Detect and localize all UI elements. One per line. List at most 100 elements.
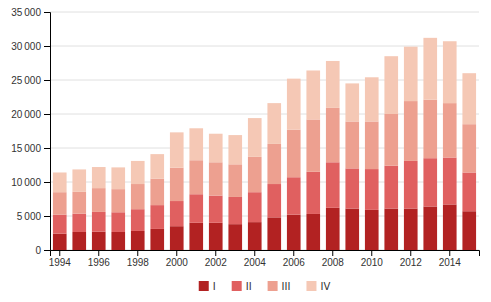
bar xyxy=(345,209,359,250)
bar xyxy=(267,103,281,144)
legend-item: III xyxy=(268,281,291,292)
y-tick-mark xyxy=(44,114,50,115)
y-axis: 05 00010 00015 00020 00025 00030 00035 0… xyxy=(11,7,50,256)
x-tick: 2012 xyxy=(400,250,423,268)
bar xyxy=(170,168,184,201)
bar xyxy=(384,56,398,114)
chart: 05 00010 00015 00020 00025 00030 00035 0… xyxy=(0,0,491,302)
bar xyxy=(92,188,106,212)
bar xyxy=(462,124,476,172)
x-tick-label: 1998 xyxy=(127,257,150,268)
bar xyxy=(306,70,320,119)
y-tick-mark xyxy=(44,148,50,149)
bar xyxy=(209,223,223,250)
legend-swatch xyxy=(268,281,278,291)
bar xyxy=(443,204,457,250)
bar xyxy=(326,162,340,208)
bar xyxy=(345,121,359,168)
bar xyxy=(287,215,301,250)
bar-series xyxy=(53,38,476,192)
y-tick-mark xyxy=(44,80,50,81)
bar xyxy=(404,209,418,250)
y-tick: 30 000 xyxy=(11,41,50,52)
y-tick-mark xyxy=(44,182,50,183)
x-tick-mark xyxy=(371,250,372,256)
bar xyxy=(72,192,86,214)
bar xyxy=(404,101,418,161)
legend-swatch xyxy=(199,281,209,291)
legend-label: I xyxy=(213,281,216,292)
y-tick: 20 000 xyxy=(11,109,50,120)
bar xyxy=(345,83,359,121)
x-tick-mark xyxy=(449,250,450,256)
x-tick: 2010 xyxy=(361,250,384,268)
bar xyxy=(53,215,67,234)
bar xyxy=(423,206,437,250)
bar xyxy=(53,234,67,250)
bar xyxy=(365,121,379,169)
bar xyxy=(287,177,301,214)
bar xyxy=(326,61,340,108)
x-tick-label: 2014 xyxy=(439,257,462,268)
y-tick-label: 30 000 xyxy=(11,41,41,52)
y-tick-mark xyxy=(44,46,50,47)
bar xyxy=(267,184,281,217)
bar xyxy=(131,161,145,184)
bar xyxy=(345,168,359,208)
bar xyxy=(72,214,86,232)
bar xyxy=(189,128,203,160)
legend: IIIIIIIV xyxy=(199,281,331,292)
x-tick-label: 1994 xyxy=(49,257,72,268)
bar xyxy=(248,222,262,250)
bar xyxy=(365,169,379,210)
x-axis-line xyxy=(51,251,480,257)
bar xyxy=(150,205,164,229)
x-tick-label: 2012 xyxy=(400,257,423,268)
bar xyxy=(423,100,437,158)
x-tick: 1998 xyxy=(127,250,150,268)
y-tick: 35 000 xyxy=(11,7,50,18)
x-tick: 1994 xyxy=(49,250,72,268)
bar xyxy=(228,224,242,250)
y-tick-mark xyxy=(44,250,50,251)
bar xyxy=(189,223,203,250)
y-tick-label: 0 xyxy=(35,245,41,256)
bar xyxy=(209,162,223,195)
bar xyxy=(443,103,457,157)
bar xyxy=(443,158,457,205)
bar xyxy=(209,134,223,163)
bar xyxy=(248,118,262,157)
legend-label: IV xyxy=(320,281,330,292)
y-tick-label: 25 000 xyxy=(11,75,41,86)
bar xyxy=(462,211,476,250)
grid-line xyxy=(50,12,479,13)
bar xyxy=(267,144,281,184)
bar xyxy=(306,172,320,214)
bar xyxy=(92,232,106,250)
y-tick: 5 000 xyxy=(17,211,50,222)
y-tick-label: 20 000 xyxy=(11,109,41,120)
bar xyxy=(72,169,86,191)
bar xyxy=(111,212,125,232)
bar xyxy=(150,229,164,250)
x-tick-label: 2000 xyxy=(166,257,189,268)
x-tick-mark xyxy=(332,250,333,256)
y-tick-label: 5 000 xyxy=(17,211,42,222)
bar xyxy=(248,157,262,192)
bar xyxy=(287,130,301,178)
legend-item: I xyxy=(199,281,216,292)
bar xyxy=(228,135,242,164)
bar xyxy=(326,208,340,250)
legend-item: IV xyxy=(306,281,330,292)
bar xyxy=(287,79,301,130)
x-tick-mark xyxy=(59,250,60,256)
x-axis: 1994199619982000200220042006200820102012… xyxy=(49,250,480,268)
bar xyxy=(53,192,67,214)
y-tick-mark xyxy=(44,12,50,13)
legend-label: II xyxy=(246,281,252,292)
legend-item: II xyxy=(232,281,252,292)
x-tick: 2002 xyxy=(205,250,228,268)
x-tick: 2004 xyxy=(244,250,267,268)
y-tick-mark xyxy=(44,216,50,217)
plot-area xyxy=(53,38,476,250)
